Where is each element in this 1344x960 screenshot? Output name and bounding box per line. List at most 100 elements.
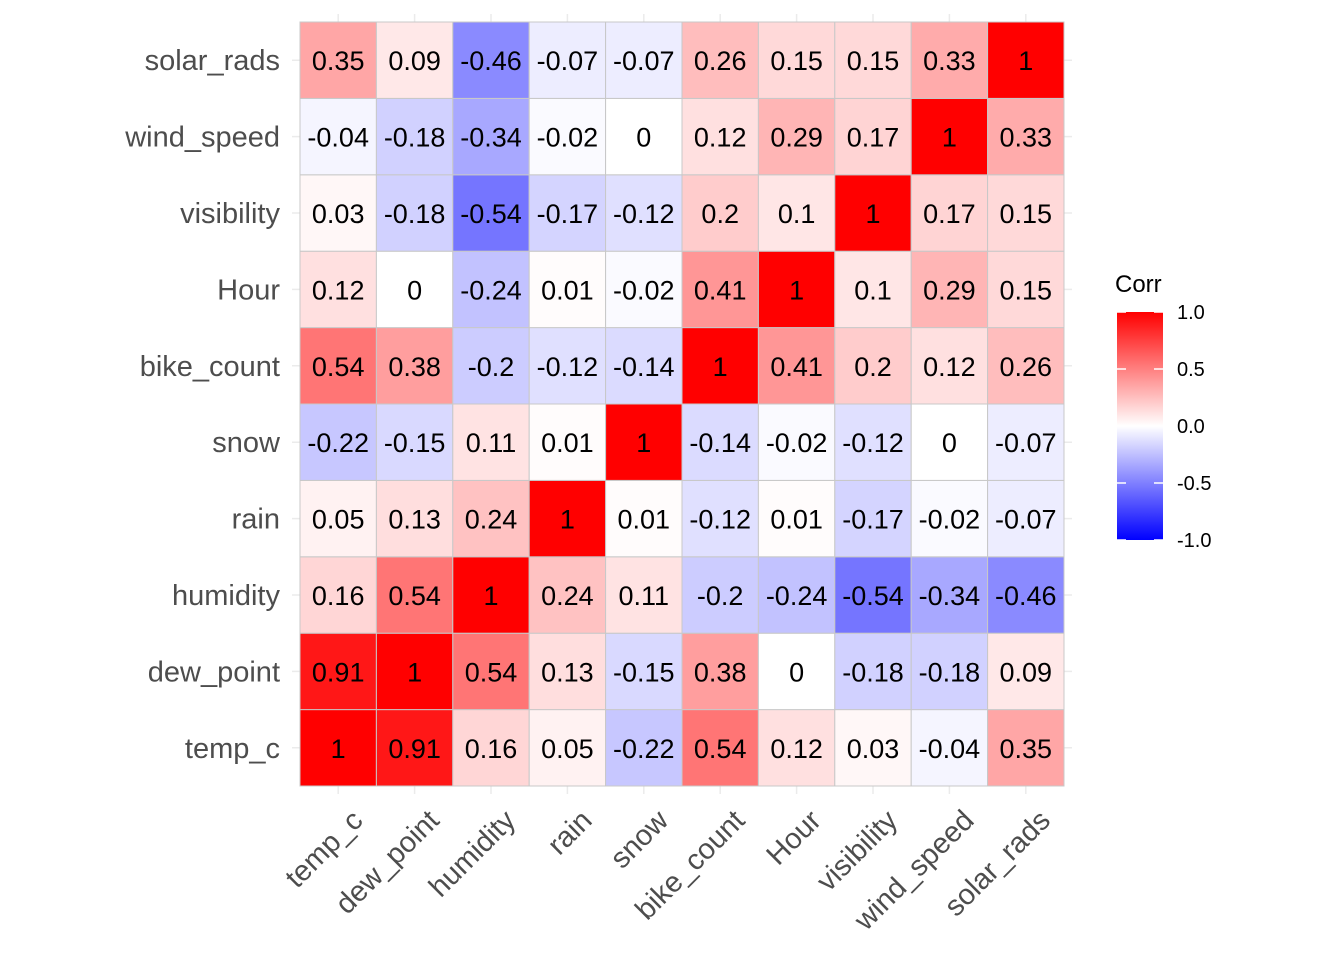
cell-value-label: 0.33 [1000, 123, 1053, 153]
heatmap-cell [834, 709, 912, 787]
heatmap-cell [681, 556, 759, 634]
cell-value-label: 0.09 [1000, 657, 1053, 687]
cell-value-label: 1 [1018, 46, 1033, 76]
heatmap-cell [375, 327, 454, 405]
cell-value-label: 1 [789, 275, 804, 305]
y-tick-label: dew_point [148, 656, 280, 688]
cell-value-label: -0.17 [842, 505, 904, 535]
heatmap-cell [528, 250, 607, 329]
cell-value-label: 0.24 [541, 581, 594, 611]
cell-value-label: -0.18 [919, 657, 981, 687]
heatmap-cell [910, 174, 989, 252]
heatmap-cell [834, 632, 912, 711]
cell-value-label: -0.24 [766, 581, 828, 611]
cell-value-label: 0.41 [694, 275, 747, 305]
cell-value-label: 0.15 [1000, 199, 1053, 229]
heatmap-cell [834, 250, 912, 329]
cell-value-label: 0.15 [770, 46, 823, 76]
cell-value-label: 0.13 [541, 657, 594, 687]
y-tick-label: humidity [172, 580, 280, 612]
cell-value-label: -0.02 [537, 123, 599, 153]
heatmap-cell [757, 479, 836, 558]
heatmap-cell [910, 632, 989, 711]
cell-value-label: 0.16 [312, 581, 365, 611]
cell-value-label: -0.14 [689, 428, 751, 458]
heatmap-cell [375, 632, 454, 711]
cell-value-label: 0.17 [923, 199, 976, 229]
cell-value-label: -0.46 [995, 581, 1057, 611]
cell-value-label: 0.91 [388, 734, 441, 764]
cell-value-label: 0 [789, 657, 804, 687]
cell-value-label: -0.04 [919, 734, 981, 764]
heatmap-cell [910, 403, 989, 481]
heatmap-cell [757, 250, 836, 329]
heatmap-cell [452, 327, 530, 405]
heatmap-cell [987, 403, 1065, 481]
cell-value-label: 0.35 [312, 46, 365, 76]
heatmap-cell [834, 479, 912, 558]
heatmap-cell [375, 479, 454, 558]
heatmap-cell [299, 709, 377, 787]
cell-value-label: -0.02 [919, 505, 981, 535]
cell-value-label: 0.15 [847, 46, 900, 76]
cell-value-label: -0.22 [307, 428, 369, 458]
cell-value-label: 0.38 [388, 352, 441, 382]
cell-value-label: 0.12 [312, 275, 365, 305]
cell-value-label: -0.12 [613, 199, 675, 229]
heatmap-cell [834, 21, 912, 99]
legend-tick-label: 0.0 [1177, 416, 1205, 438]
x-tick-label: rain [542, 804, 599, 861]
cell-value-label: -0.12 [689, 505, 751, 535]
y-tick-label: Hour [217, 274, 280, 306]
y-tick-label: solar_rads [145, 45, 280, 77]
heatmap-cell [681, 21, 759, 99]
cell-value-label: 1 [560, 505, 575, 535]
y-tick-label: bike_count [140, 351, 280, 383]
cell-value-label: 0.54 [694, 734, 747, 764]
cell-value-label: 0.01 [541, 428, 594, 458]
heatmap-cell [528, 403, 607, 481]
cell-value-label: 0.29 [770, 123, 823, 153]
y-tick-label: wind_speed [124, 122, 280, 154]
heatmap-cell [299, 327, 377, 405]
heatmap-cell [375, 556, 454, 634]
cell-value-label: -0.15 [384, 428, 446, 458]
cell-value-label: 0.12 [923, 352, 976, 382]
cell-value-label: -0.18 [384, 199, 446, 229]
heatmap-cell [605, 556, 683, 634]
heatmap-cell [605, 174, 683, 252]
heatmap-cell [681, 327, 759, 405]
heatmap-cell [681, 632, 759, 711]
heatmap-cell [299, 479, 377, 558]
cell-value-label: 0.29 [923, 275, 976, 305]
heatmap-cell [987, 632, 1065, 711]
cell-value-label: 0.13 [388, 505, 441, 535]
heatmap-cell [910, 479, 989, 558]
heatmap-cell [987, 327, 1065, 405]
y-axis-labels: temp_c dew_point humidity rain snow bike_coun… [124, 45, 281, 765]
cell-value-label: -0.07 [995, 428, 1057, 458]
heatmap-cell [299, 403, 377, 481]
cell-value-label: -0.02 [613, 275, 675, 305]
heatmap-cell [375, 403, 454, 481]
cell-value-label: -0.46 [460, 46, 522, 76]
cell-value-label: -0.02 [766, 428, 828, 458]
cell-value-label: 0 [407, 275, 422, 305]
heatmap-cell [452, 403, 530, 481]
x-tick-label: Hour [761, 804, 828, 871]
cell-value-label: 0.26 [1000, 352, 1053, 382]
cell-value-label: 0 [636, 123, 651, 153]
heatmap-cell [528, 174, 607, 252]
cell-value-label: 0.26 [694, 46, 747, 76]
cell-value-label: -0.22 [613, 734, 675, 764]
heatmap-cell [910, 327, 989, 405]
heatmap-cell [375, 709, 454, 787]
heatmap-cell [299, 556, 377, 634]
heatmap-cell [375, 21, 454, 99]
cell-value-label: 0.12 [694, 123, 747, 153]
heatmap-cell [375, 250, 454, 329]
cell-value-label: 0.01 [541, 275, 594, 305]
cell-value-label: 0.1 [854, 275, 892, 305]
cell-value-label: 0.01 [618, 505, 671, 535]
